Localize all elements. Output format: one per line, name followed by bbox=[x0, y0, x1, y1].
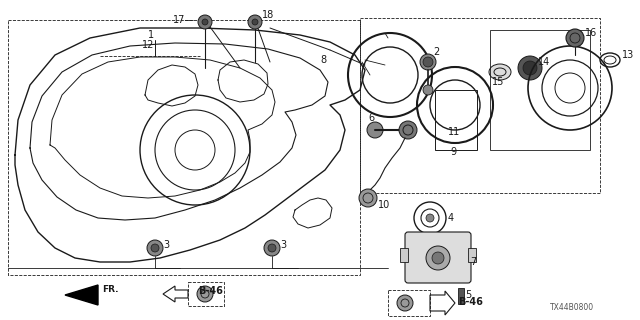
Text: 18: 18 bbox=[262, 10, 275, 20]
Bar bbox=[458, 288, 464, 304]
Text: 9: 9 bbox=[450, 147, 456, 157]
Text: 2: 2 bbox=[433, 47, 439, 57]
Text: 1: 1 bbox=[148, 30, 154, 40]
Text: TX44B0800: TX44B0800 bbox=[550, 303, 594, 313]
Bar bbox=[188, 282, 224, 306]
Bar bbox=[400, 248, 408, 262]
Circle shape bbox=[202, 19, 208, 25]
Text: B-46: B-46 bbox=[458, 297, 483, 307]
Circle shape bbox=[518, 56, 542, 80]
Text: 15: 15 bbox=[492, 77, 504, 87]
Circle shape bbox=[423, 57, 433, 67]
Bar bbox=[388, 290, 430, 316]
Circle shape bbox=[198, 15, 212, 29]
Bar bbox=[8, 20, 360, 275]
Text: 5: 5 bbox=[465, 290, 471, 300]
Text: 6: 6 bbox=[368, 113, 374, 123]
Bar bbox=[435, 90, 477, 150]
Bar bbox=[490, 30, 590, 150]
Circle shape bbox=[197, 286, 213, 302]
Text: 3: 3 bbox=[163, 240, 169, 250]
Circle shape bbox=[264, 240, 280, 256]
Text: FR.: FR. bbox=[102, 285, 118, 294]
Circle shape bbox=[252, 19, 258, 25]
Circle shape bbox=[151, 244, 159, 252]
Circle shape bbox=[566, 29, 584, 47]
Circle shape bbox=[147, 240, 163, 256]
Circle shape bbox=[420, 54, 436, 70]
Text: 12: 12 bbox=[142, 40, 154, 50]
Text: B-46: B-46 bbox=[198, 286, 223, 296]
Polygon shape bbox=[430, 291, 455, 315]
Text: 11: 11 bbox=[448, 127, 460, 137]
Circle shape bbox=[523, 61, 537, 75]
Circle shape bbox=[248, 15, 262, 29]
Text: 3: 3 bbox=[280, 240, 286, 250]
Polygon shape bbox=[163, 286, 188, 302]
Circle shape bbox=[359, 189, 377, 207]
Circle shape bbox=[367, 122, 383, 138]
Circle shape bbox=[423, 85, 433, 95]
Ellipse shape bbox=[489, 64, 511, 80]
Bar bbox=[360, 18, 600, 193]
Circle shape bbox=[268, 244, 276, 252]
Text: 16: 16 bbox=[585, 28, 597, 38]
Circle shape bbox=[426, 214, 434, 222]
FancyBboxPatch shape bbox=[405, 232, 471, 283]
Polygon shape bbox=[65, 285, 98, 305]
Text: 13: 13 bbox=[622, 50, 634, 60]
Text: 17—: 17— bbox=[173, 15, 195, 25]
Circle shape bbox=[432, 252, 444, 264]
Text: 14: 14 bbox=[538, 57, 550, 67]
Text: 8: 8 bbox=[320, 55, 326, 65]
Text: 4: 4 bbox=[448, 213, 454, 223]
Text: 7: 7 bbox=[470, 257, 476, 267]
Bar bbox=[468, 248, 476, 262]
Text: 10: 10 bbox=[378, 200, 390, 210]
Circle shape bbox=[397, 295, 413, 311]
Circle shape bbox=[426, 246, 450, 270]
Circle shape bbox=[399, 121, 417, 139]
